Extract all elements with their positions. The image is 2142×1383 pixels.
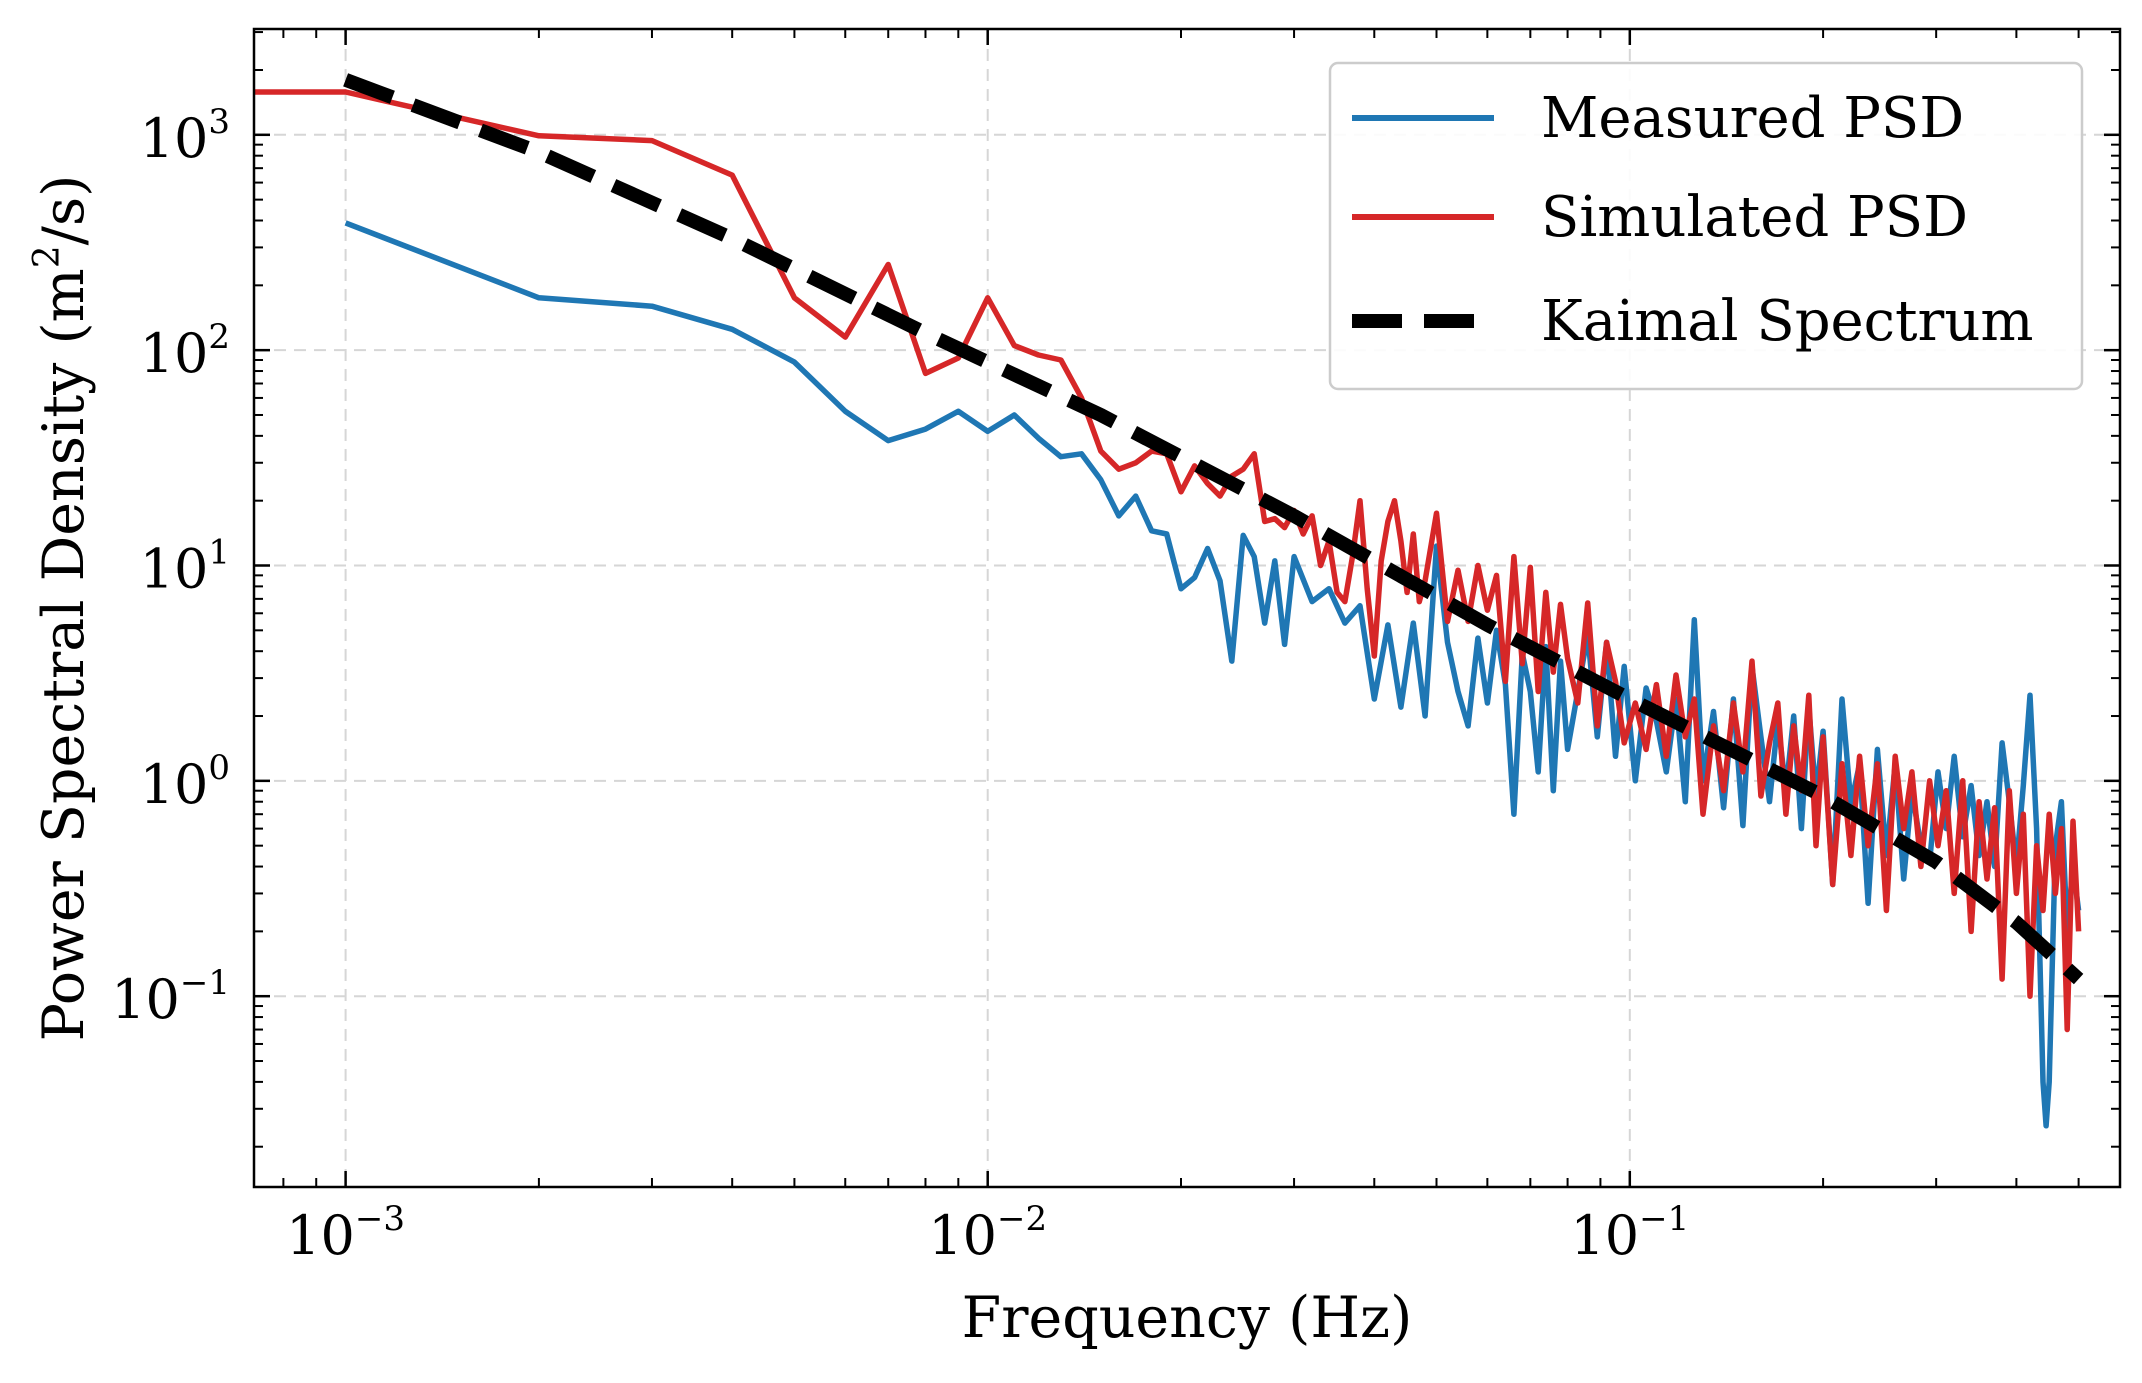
- y-tick-label-base: 10: [140, 753, 209, 816]
- legend-label-measured-psd: Measured PSD: [1541, 86, 1964, 151]
- x-axis-title: Frequency (Hz): [962, 1285, 1413, 1351]
- series-line-simulated-psd: [254, 89, 2082, 1033]
- x-tick-label: 10−3: [286, 1199, 405, 1267]
- y-tick-label-exponent: 3: [208, 102, 230, 142]
- y-tick-label-base: 10: [140, 107, 209, 170]
- y-tick-label-exponent: −1: [180, 963, 230, 1003]
- y-tick-label: 102: [140, 317, 230, 385]
- y-tick-label-base: 10: [111, 968, 180, 1031]
- x-tick-label-exponent: −1: [1639, 1199, 1689, 1239]
- y-tick-label-exponent: 2: [208, 317, 230, 357]
- legend: Measured PSD Simulated PSD Kaimal Spectr…: [1328, 61, 2084, 391]
- plot-frame: [252, 27, 2122, 1189]
- legend-box: [1328, 61, 2084, 391]
- legend-label-simulated-psd: Simulated PSD: [1541, 185, 1968, 250]
- y-tick-label: 101: [140, 533, 230, 601]
- legend-label-kaimal-spectrum: Kaimal Spectrum: [1541, 289, 2034, 354]
- y-tick-label: 103: [140, 102, 230, 170]
- y-tick-label-exponent: 1: [208, 533, 230, 573]
- y-axis-title-tail: /s): [31, 175, 97, 246]
- y-tick-label-base: 10: [140, 322, 209, 385]
- x-tick-label-exponent: −3: [355, 1199, 405, 1239]
- y-tick-label-base: 10: [140, 538, 209, 601]
- y-tick-label: 100: [140, 748, 230, 816]
- x-tick-label-base: 10: [286, 1204, 355, 1267]
- x-tick-label: 10−1: [1570, 1199, 1689, 1267]
- y-axis-title-main: Power Spectral Density (m: [31, 268, 97, 1041]
- series-lines: [254, 73, 2084, 1129]
- x-tick-label: 10−2: [928, 1199, 1047, 1267]
- x-tick-label-base: 10: [928, 1204, 997, 1267]
- y-axis-title: Power Spectral Density (m2/s): [27, 175, 97, 1042]
- y-axis-title-superscript: 2: [27, 245, 68, 268]
- y-tick-label-exponent: 0: [208, 748, 230, 788]
- x-tick-label-base: 10: [1570, 1204, 1639, 1267]
- y-tick-label: 10−1: [111, 963, 230, 1031]
- x-tick-label-exponent: −2: [997, 1199, 1047, 1239]
- series-line-kaimal-spectrum: [343, 73, 2084, 985]
